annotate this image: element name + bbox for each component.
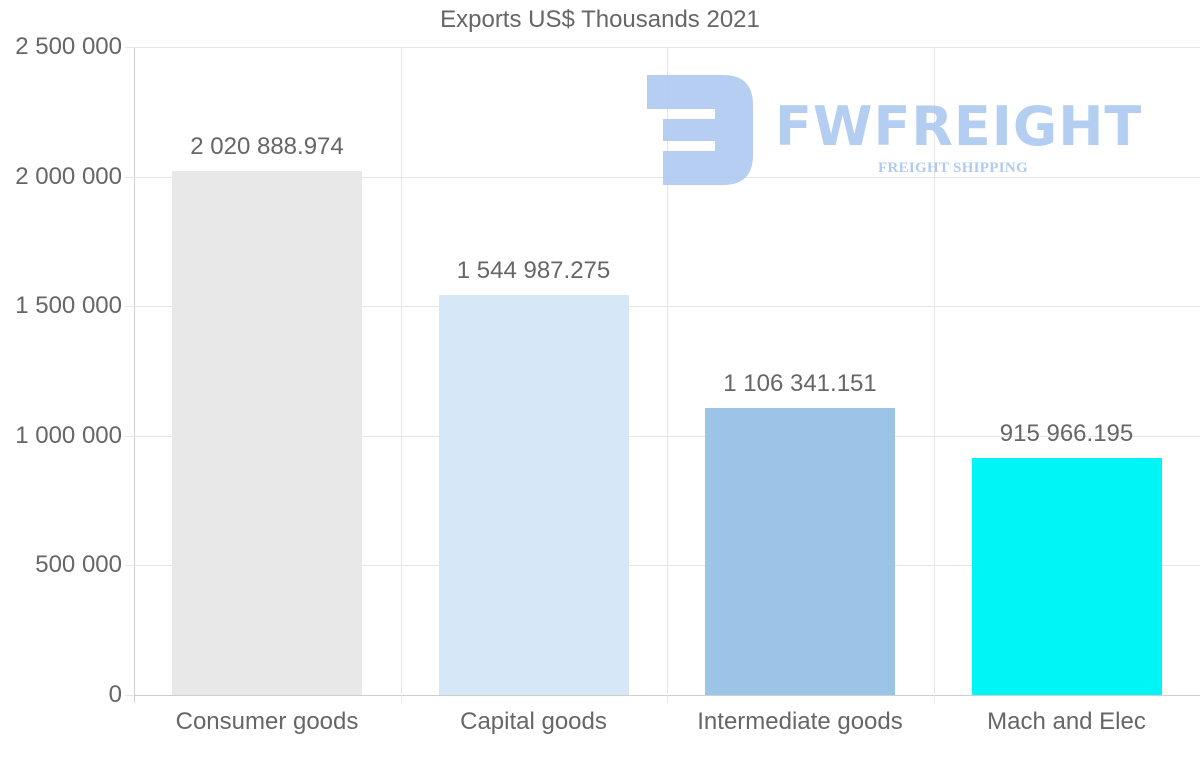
watermark-tagline: FREIGHT SHIPPING: [878, 160, 1028, 176]
plot-area: 2 020 888.974 1 544 987.275 1 106 341.151 9…: [125, 47, 1200, 703]
bar-value-label: 2 020 888.974: [190, 133, 344, 161]
bar-mach-and-elec[interactable]: [971, 457, 1162, 695]
v-gridline: [934, 47, 935, 703]
y-tick-label: 2 000 000: [15, 162, 122, 190]
v-gridline: [667, 47, 668, 703]
x-tick-label: Consumer goods: [175, 708, 359, 735]
y-tick-mark: [125, 695, 134, 696]
y-tick-label: 0: [108, 681, 122, 708]
y-tick-label: 500 000: [35, 551, 122, 579]
y-tick-mark: [125, 176, 134, 178]
x-tick-label: Intermediate goods: [697, 708, 903, 735]
y-tick-mark: [125, 565, 134, 567]
x-tick-label: Capital goods: [460, 708, 607, 735]
chart-title: Exports US$ Thousands 2021: [440, 6, 760, 33]
bar-consumer-goods[interactable]: [172, 171, 363, 695]
bar-intermediate-goods[interactable]: [705, 408, 896, 695]
fwfreight-logo-icon: [647, 75, 753, 185]
x-tick-label: Mach and Elec: [987, 708, 1146, 735]
y-tick-mark: [125, 435, 134, 437]
y-tick-mark: [125, 306, 134, 308]
y-tick-label: 1 000 000: [15, 421, 122, 449]
bar-capital-goods[interactable]: [438, 294, 629, 695]
bar-value-label: 1 106 341.151: [723, 370, 877, 398]
y-tick-label: 2 500 000: [15, 33, 122, 60]
y-tick-label: 1 500 000: [15, 292, 122, 320]
v-gridline: [401, 47, 402, 703]
y-axis-line: [134, 47, 135, 703]
bar-value-label: 1 544 987.275: [456, 256, 611, 284]
watermark-brand: FWFREIGHT: [775, 95, 1143, 158]
bar-value-label: 915 966.195: [999, 419, 1134, 447]
fwfreight-watermark: FWFREIGHT FREIGHT SHIPPING: [645, 73, 1155, 188]
y-tick-mark: [125, 47, 134, 48]
